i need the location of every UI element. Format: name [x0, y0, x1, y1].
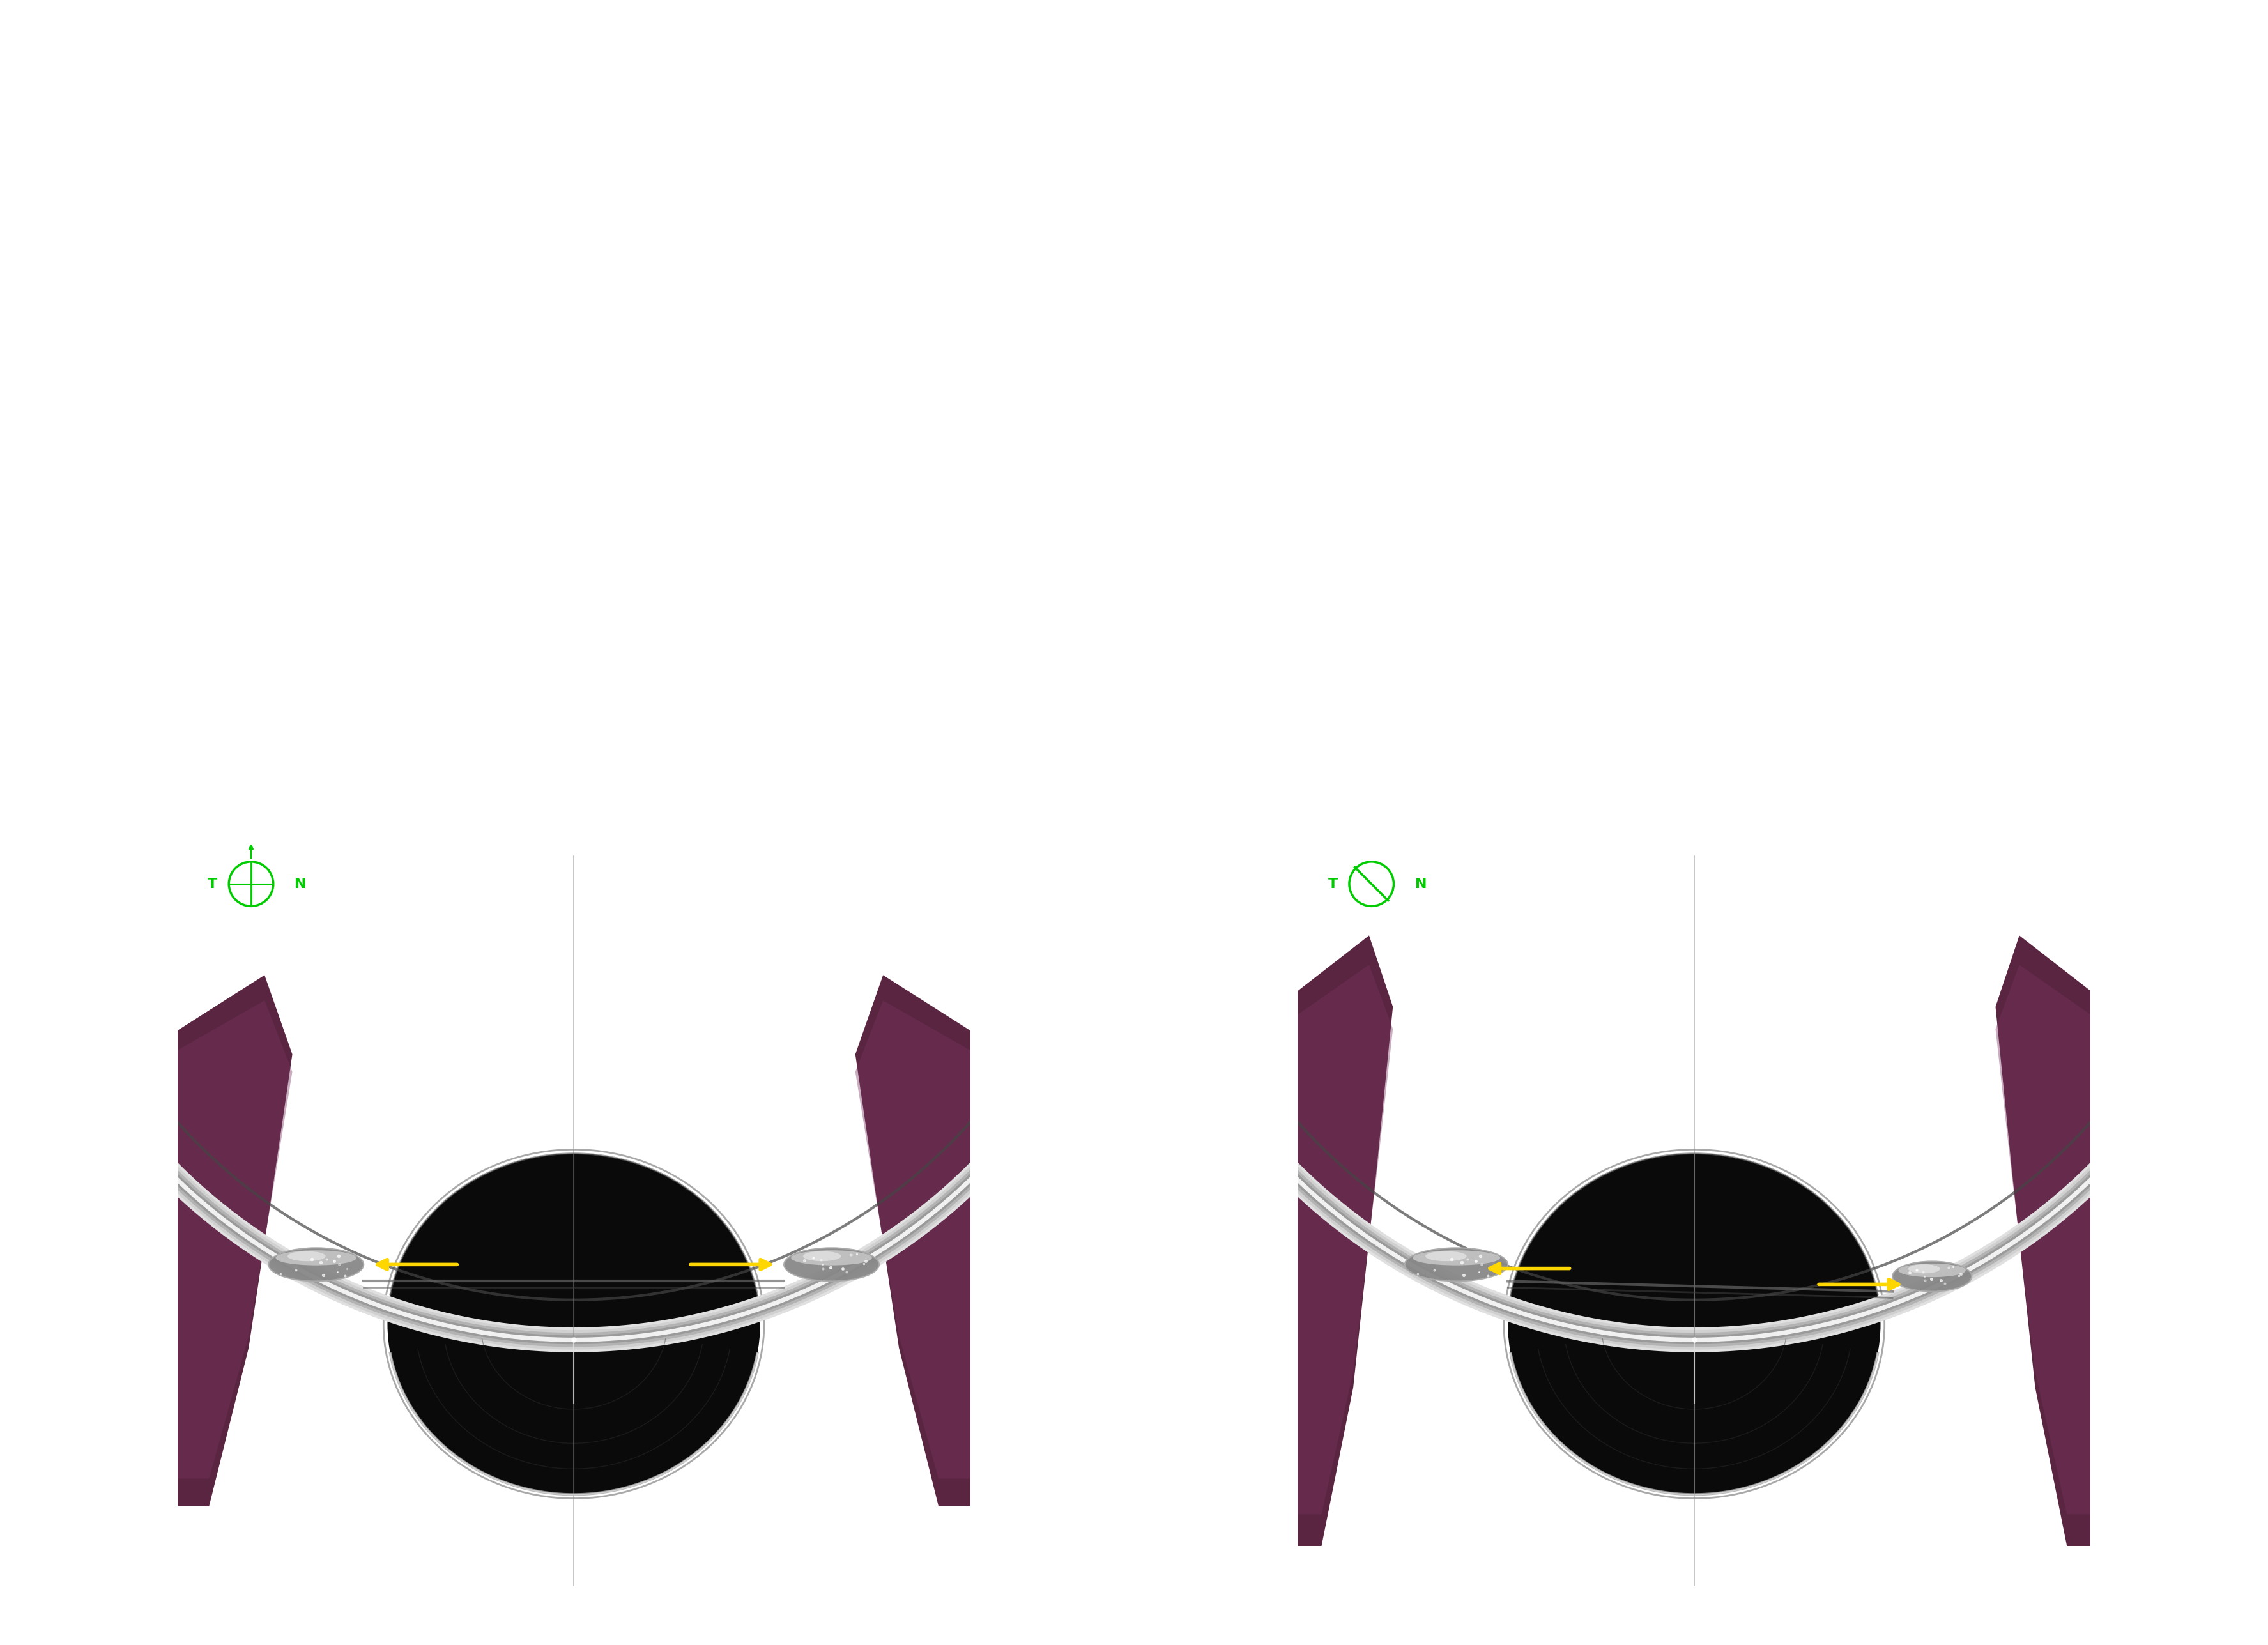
Text: N: N [295, 877, 306, 890]
Text: 500 μm: 500 μm [213, 1556, 254, 1568]
Ellipse shape [268, 1249, 363, 1281]
Polygon shape [1297, 936, 1393, 1546]
Polygon shape [1996, 936, 2091, 1546]
Polygon shape [855, 1000, 971, 1479]
Ellipse shape [1508, 1153, 1880, 1494]
Ellipse shape [1898, 1263, 1966, 1277]
Polygon shape [177, 975, 293, 1507]
Ellipse shape [388, 1153, 760, 1494]
Ellipse shape [803, 1252, 841, 1262]
Ellipse shape [785, 1249, 880, 1281]
Ellipse shape [288, 1252, 327, 1262]
Polygon shape [1996, 964, 2091, 1515]
Ellipse shape [1892, 1262, 1971, 1291]
Ellipse shape [792, 1250, 871, 1265]
Polygon shape [855, 975, 971, 1507]
Ellipse shape [1404, 1249, 1508, 1281]
Text: 500 μm: 500 μm [1334, 1556, 1374, 1568]
Ellipse shape [277, 1250, 356, 1265]
Polygon shape [1297, 964, 1393, 1515]
Ellipse shape [1413, 1250, 1499, 1265]
Text: T: T [206, 877, 218, 890]
Ellipse shape [1424, 1252, 1467, 1262]
Ellipse shape [1907, 1265, 1939, 1273]
Text: T: T [1327, 877, 1338, 890]
Polygon shape [177, 1000, 293, 1479]
Text: N: N [1415, 877, 1427, 890]
